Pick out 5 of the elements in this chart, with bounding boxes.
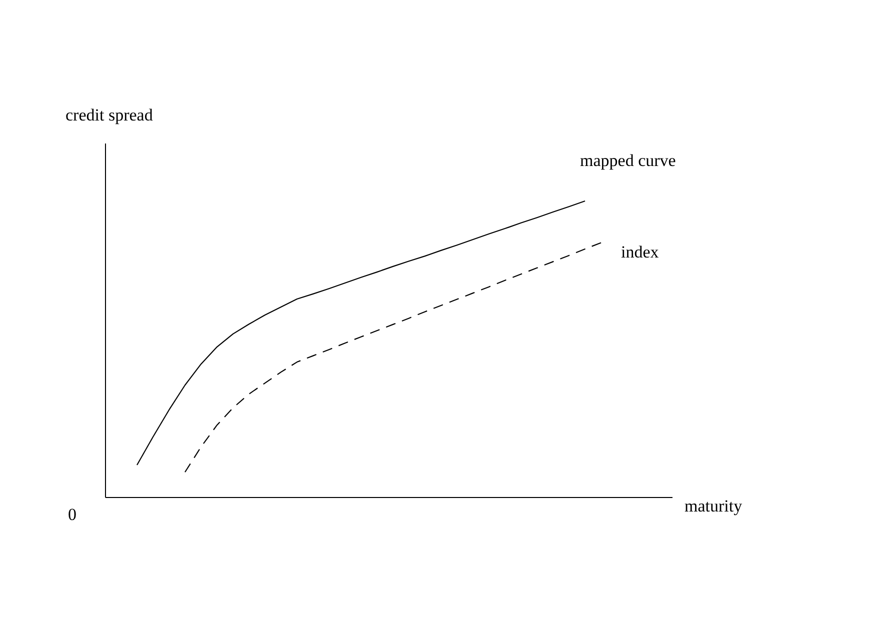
- series-label: index: [621, 242, 660, 262]
- x-axis-title: maturity: [684, 496, 743, 516]
- series-label: mapped curve: [580, 151, 676, 170]
- y-axis-title: credit spread: [66, 106, 154, 124]
- text: 0: [68, 505, 76, 524]
